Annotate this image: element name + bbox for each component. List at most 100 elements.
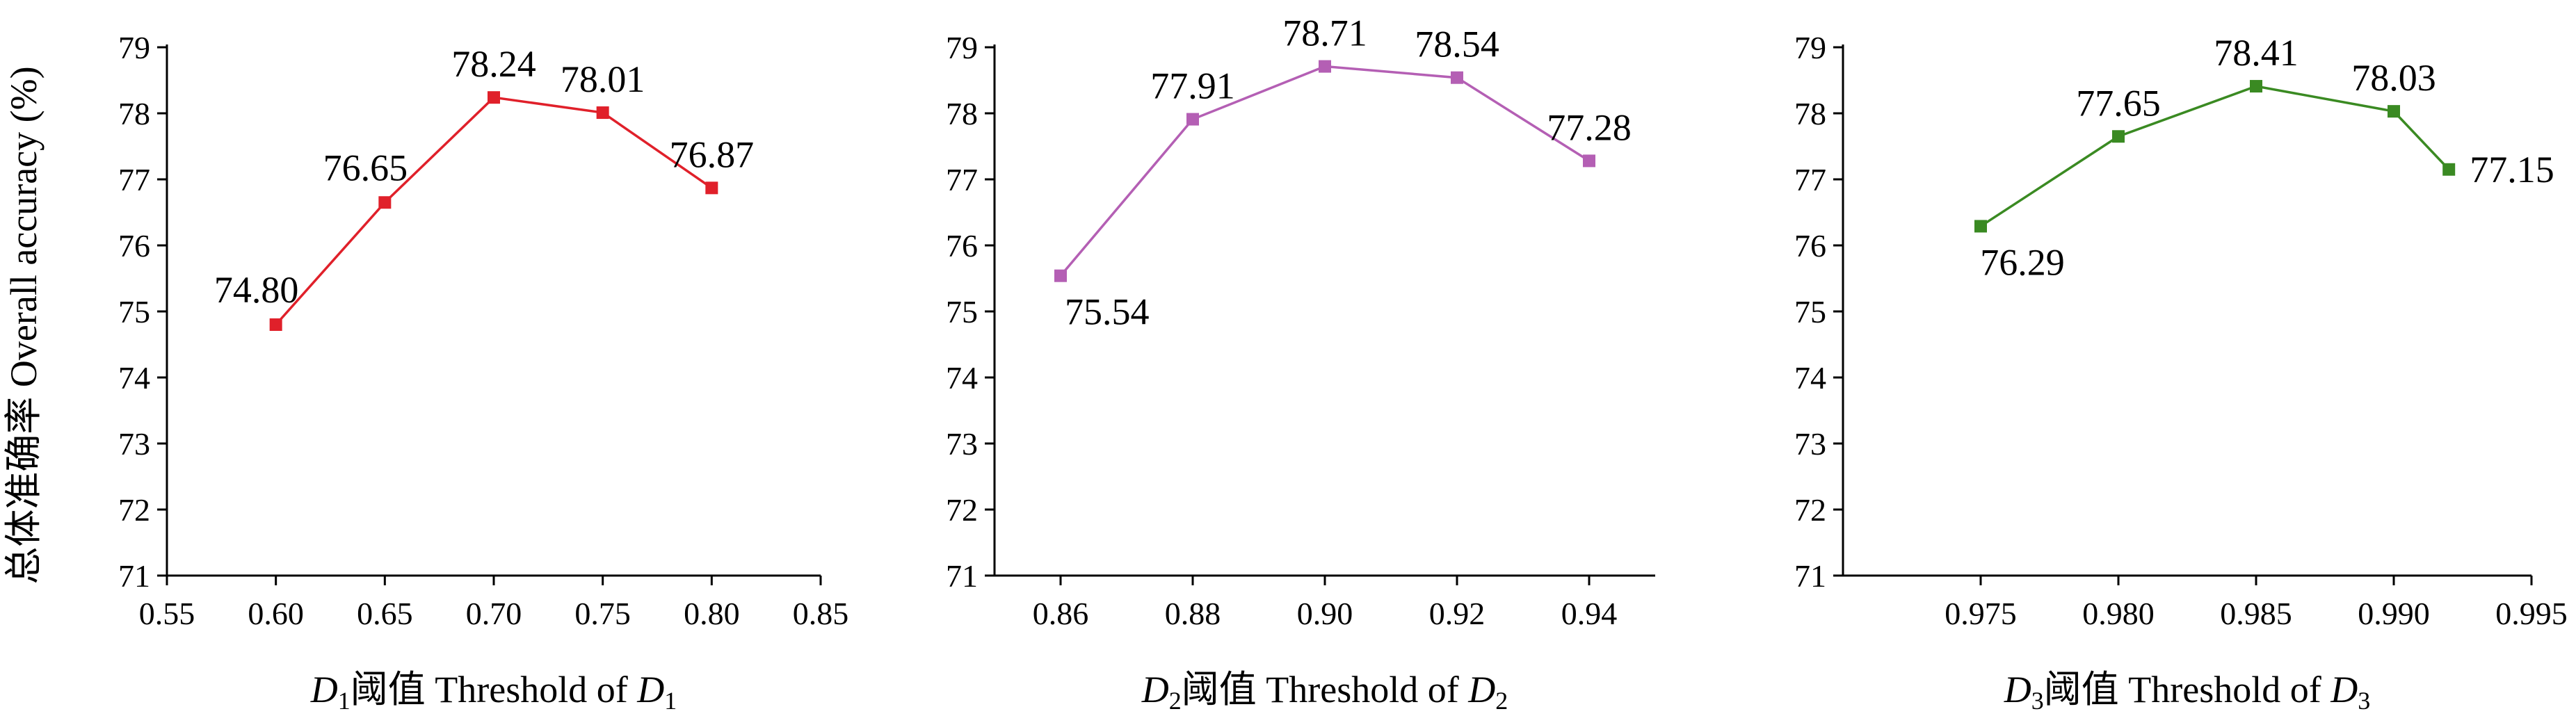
data-point (488, 91, 500, 104)
series-line (1980, 85, 2450, 227)
y-tick-label: 77 (1794, 162, 1826, 197)
panel-d1: 71 72 73 74 75 76 77 78 79 0.55 0.60 0.65 0.70 0.75 0.… (118, 30, 848, 715)
x-tick-label: 0.60 (248, 596, 304, 631)
data-point (2442, 163, 2456, 176)
data-label: 76.65 (323, 147, 408, 188)
data-point (269, 318, 282, 331)
y-axis-label: 总体准确率 Overall accuracy (%) (3, 66, 45, 584)
y-tick-label: 72 (118, 492, 150, 528)
y-tick-label: 76 (946, 228, 978, 263)
series-line (275, 96, 713, 326)
y-tick-label: 73 (1794, 426, 1826, 462)
x-tick-label: 0.985 (2220, 596, 2292, 631)
y-tick-label: 76 (1794, 228, 1826, 263)
data-point (1451, 71, 1463, 84)
data-point (2250, 80, 2262, 93)
x-axis-label-part: 1 (664, 687, 677, 715)
x-axis-label-part: D (2004, 669, 2031, 710)
x-tick-label: 0.75 (574, 596, 631, 631)
data-label: 75.54 (1065, 291, 1150, 333)
data-label: 76.29 (1980, 241, 2065, 283)
x-tick-label: 0.85 (793, 596, 849, 631)
x-tick-label: 0.55 (139, 596, 195, 631)
x-tick-label: 0.86 (1033, 596, 1089, 631)
y-tick-label: 74 (1794, 360, 1826, 396)
data-point (1583, 154, 1595, 168)
y-tick-label: 72 (1794, 492, 1826, 528)
data-point (378, 196, 392, 209)
x-axis-label-part: 1 (338, 687, 351, 715)
y-tick-label: 71 (946, 558, 978, 594)
y-tick-label: 71 (1794, 558, 1826, 594)
x-tick-label: 0.80 (684, 596, 740, 631)
data-point (1054, 269, 1067, 282)
y-tick-label: 77 (946, 162, 978, 197)
data-point (1186, 113, 1199, 126)
x-axis-label-part: D (636, 669, 664, 710)
x-tick-label: 0.990 (2358, 596, 2430, 631)
x-tick-label: 0.70 (466, 596, 522, 631)
x-axis-label-part: 阈值 Threshold of (2044, 669, 2331, 710)
data-label: 74.80 (214, 269, 299, 311)
y-tick-label: 75 (118, 294, 150, 329)
x-tick-label: 0.92 (1429, 596, 1486, 631)
y-tick-label: 79 (118, 30, 150, 65)
y-tick-label: 78 (118, 96, 150, 131)
y-tick-label: 73 (118, 426, 150, 462)
x-tick-label: 0.90 (1297, 596, 1353, 631)
data-label: 76.87 (670, 133, 755, 175)
y-tick-label: 74 (946, 360, 978, 396)
series-line (1059, 65, 1590, 277)
x-axis-label-part: 3 (2031, 687, 2044, 715)
data-label: 77.65 (2076, 82, 2161, 124)
x-axis-label: D2阈值 Threshold of D2 (1141, 669, 1508, 715)
y-tick-label: 79 (946, 30, 978, 65)
data-label: 77.91 (1150, 65, 1235, 107)
x-axis-label-part: D (2330, 669, 2358, 710)
panel-d3: 71 72 73 74 75 76 77 78 79 0.975 0.980 0.985 0.990 0.… (1794, 30, 2568, 715)
y-tick-label: 75 (946, 294, 978, 329)
data-label: 77.28 (1547, 106, 1632, 148)
data-point (705, 181, 718, 195)
data-label: 78.71 (1282, 13, 1367, 54)
y-tick-label: 77 (118, 162, 150, 197)
x-tick-label: 0.975 (1945, 596, 2017, 631)
x-axis-label: D1阈值 Threshold of D1 (310, 669, 677, 715)
data-label: 77.15 (2470, 149, 2554, 190)
y-tick-label: 76 (118, 228, 150, 263)
x-axis-label-part: D (310, 669, 338, 710)
y-tick-label: 75 (1794, 294, 1826, 329)
data-point (596, 106, 609, 120)
y-tick-label: 79 (1794, 30, 1826, 65)
y-tick-label: 72 (946, 492, 978, 528)
y-tick-label: 78 (946, 96, 978, 131)
data-point (2112, 130, 2125, 143)
x-axis-label-part: D (1467, 669, 1495, 710)
data-label: 78.24 (451, 43, 536, 85)
x-axis-label-part: 阈值 Threshold of (1182, 669, 1468, 710)
x-axis-label-part: D (1141, 669, 1169, 710)
panel-d2: 71 72 73 74 75 76 77 78 79 0.86 0.88 0.90 0.92 0.94 75… (946, 13, 1655, 715)
x-axis-label-part: 2 (1495, 687, 1508, 715)
y-tick-label: 78 (1794, 96, 1826, 131)
y-tick-label: 74 (118, 360, 150, 396)
y-tick-label: 71 (118, 558, 150, 594)
data-label: 78.01 (561, 58, 645, 100)
x-tick-label: 0.995 (2495, 596, 2568, 631)
x-tick-label: 0.65 (357, 596, 413, 631)
y-tick-label: 73 (946, 426, 978, 462)
x-axis-label-part: 阈值 Threshold of (351, 669, 637, 710)
x-tick-label: 0.94 (1561, 596, 1618, 631)
x-axis-label: D3阈值 Threshold of D3 (2004, 669, 2370, 715)
x-axis-label-part: 3 (2358, 687, 2370, 715)
data-label: 78.03 (2351, 57, 2436, 99)
data-point (1974, 220, 1987, 233)
data-label: 78.41 (2214, 32, 2299, 74)
x-axis-label-part: 2 (1169, 687, 1182, 715)
x-tick-label: 0.980 (2082, 596, 2155, 631)
data-point (2388, 105, 2400, 118)
data-label: 78.54 (1415, 24, 1499, 65)
x-tick-label: 0.88 (1165, 596, 1221, 631)
data-point (1319, 60, 1331, 73)
